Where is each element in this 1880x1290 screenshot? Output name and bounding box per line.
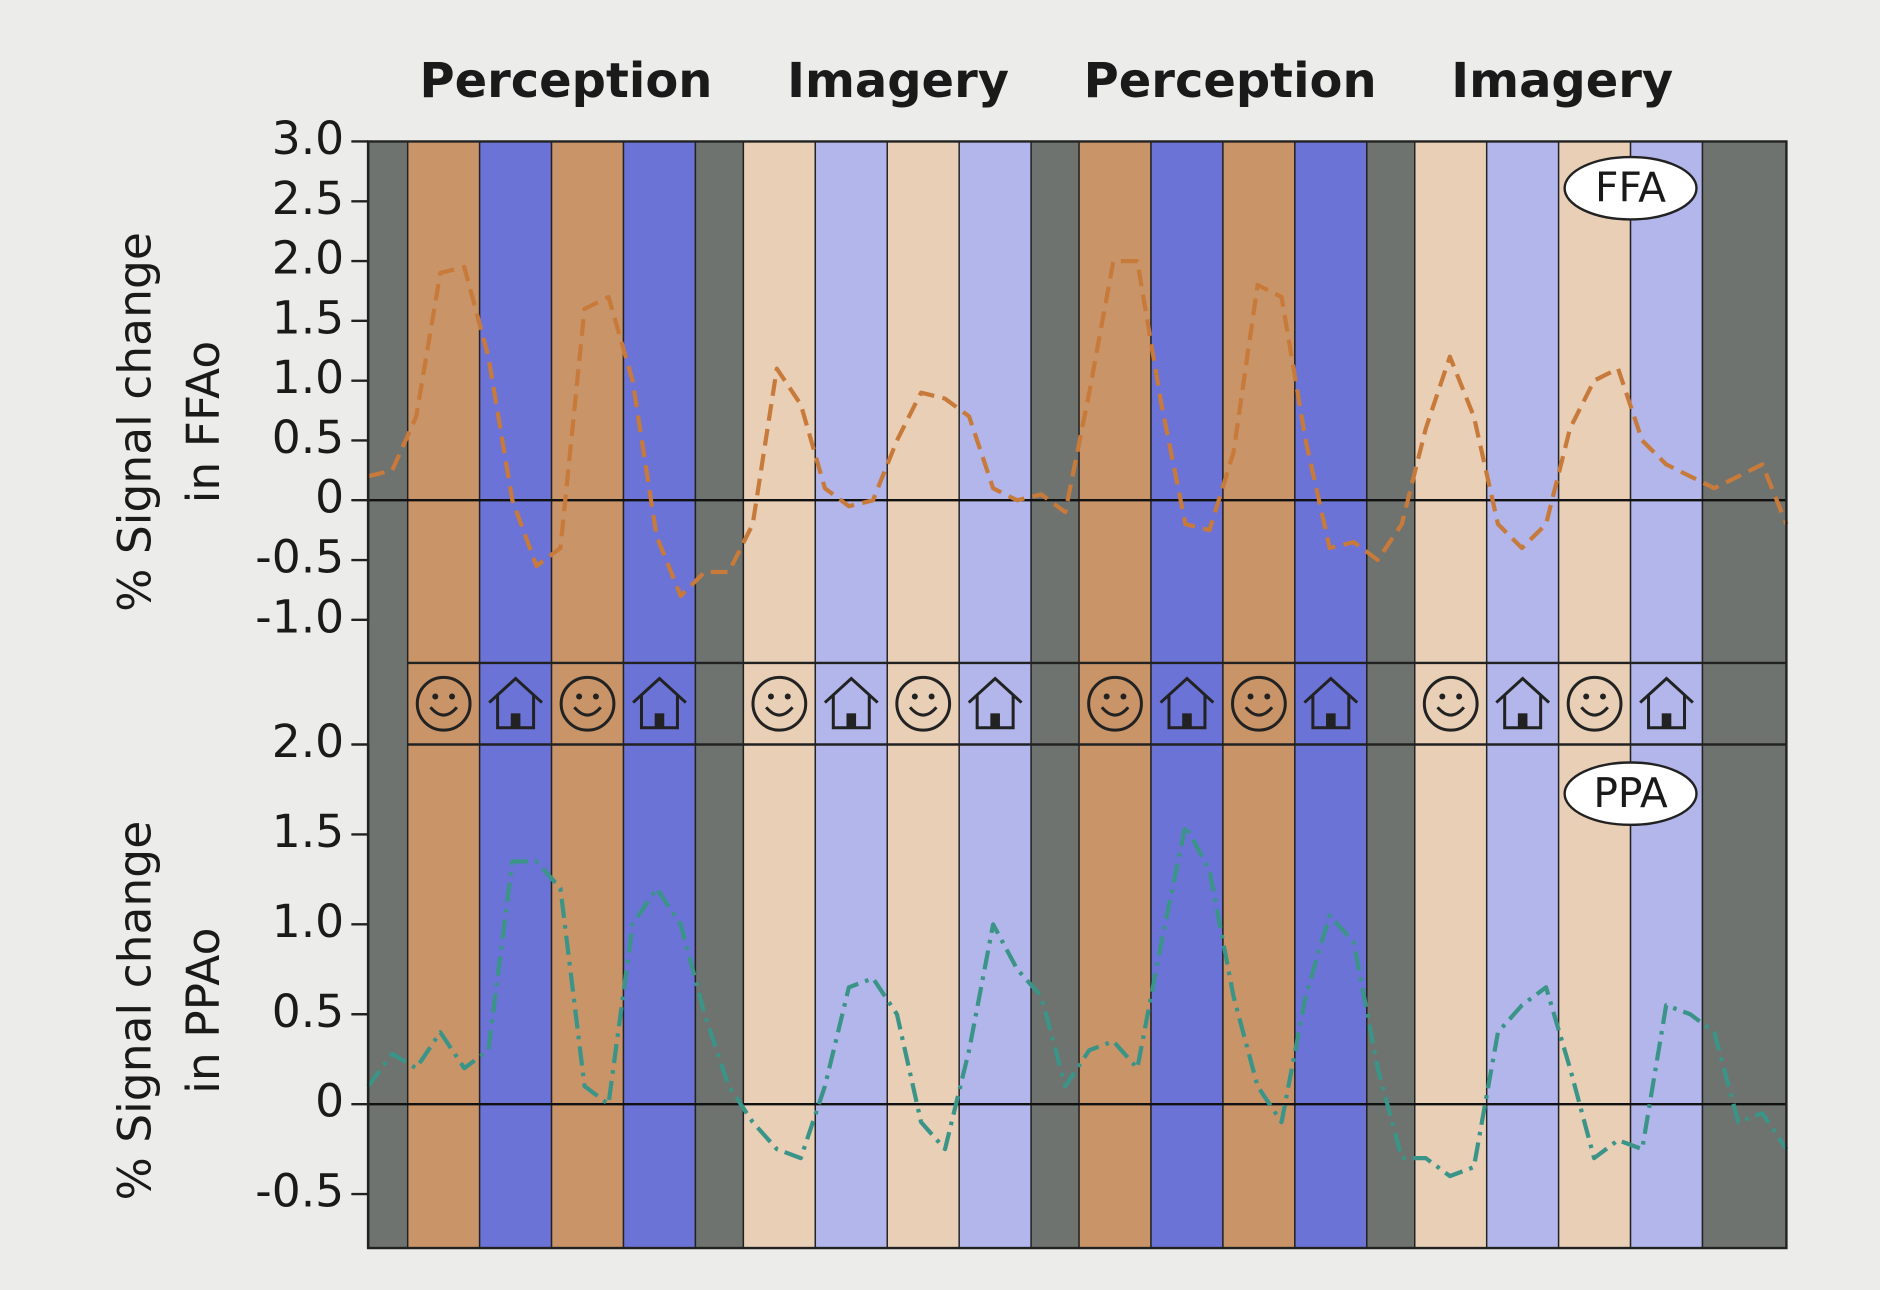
icon-strip [407, 661, 1787, 746]
face-icon-smile [573, 706, 602, 717]
band [478, 140, 553, 1249]
house-icon-door [1182, 713, 1192, 728]
face-icon-smile [429, 706, 458, 717]
house-icon-door [846, 713, 857, 728]
region-badge [1563, 155, 1698, 221]
y-tick-label: 0 [315, 1075, 344, 1128]
band [1701, 140, 1788, 1249]
face-icon-eye [1599, 693, 1606, 700]
band [1150, 140, 1224, 1249]
face-icon-eye [1439, 693, 1446, 700]
y-tick-label: -0.5 [255, 1165, 344, 1218]
plot-layer: Perception Imagery Perception Imagery 3.0 2.5… [108, 53, 1789, 1250]
phase-header: Imagery [1451, 53, 1673, 109]
phase-header: Imagery [787, 53, 1009, 109]
house-icon-door [990, 713, 1000, 728]
house-icon-door [1661, 713, 1672, 728]
y-tick-label: 2.0 [272, 715, 344, 768]
y-axis-label: % Signal change [108, 232, 161, 612]
face-icon-eye [1456, 693, 1463, 700]
face-icon [1566, 675, 1623, 732]
face-icon-eye [928, 693, 935, 700]
y-tick-label: 1.5 [272, 291, 344, 344]
band [1030, 140, 1080, 1249]
y-tick-label: 1.0 [272, 351, 344, 404]
face-icon-eye [1247, 693, 1254, 700]
face-icon-eye [1120, 693, 1127, 700]
y-tick-label: -0.5 [255, 531, 344, 584]
face-icon [415, 675, 472, 732]
face-icon-eye [784, 693, 791, 700]
face-icon-eye [767, 693, 774, 700]
y-tick-label: 1.0 [272, 895, 344, 948]
band [814, 140, 888, 1249]
y-tick-label: 2.0 [272, 232, 344, 285]
face-icon-eye [432, 693, 439, 700]
face-icon-smile [765, 706, 794, 717]
y-tick-label: 2.5 [272, 172, 344, 225]
band [367, 140, 409, 1249]
face-icon-eye [911, 693, 918, 700]
face-icon-smile [1436, 706, 1466, 717]
house-icon-door [1517, 713, 1528, 728]
y-tick-label: 0 [315, 471, 344, 524]
y-tick-label: 0.5 [272, 985, 344, 1038]
signal-line [366, 823, 1789, 1179]
band [1366, 140, 1416, 1249]
face-icon-eye [1103, 693, 1110, 700]
face-icon-eye [1583, 693, 1590, 700]
face-icon-smile [1244, 706, 1274, 717]
region-label: PPA [1593, 769, 1668, 817]
y-tick-label: 3.0 [272, 112, 344, 165]
house-icon-door [1326, 713, 1336, 728]
face-icon-smile [908, 706, 938, 717]
house-icon-door [510, 713, 521, 728]
phase-header: Perception [1084, 53, 1377, 109]
face-icon-smile [1580, 706, 1609, 717]
y-axis-label: in FFAo [177, 341, 230, 503]
plot-frame [366, 140, 1788, 1250]
face-icon [559, 675, 616, 732]
face-icon-eye [592, 693, 599, 700]
face-icon [895, 675, 952, 732]
region-badge [1563, 761, 1698, 827]
y-axis-label: % Signal change [108, 821, 161, 1201]
y-tick-label: 0.5 [272, 411, 344, 464]
face-icon [1087, 675, 1143, 732]
house-icon-door [654, 713, 665, 728]
band [1629, 140, 1704, 1249]
band [1294, 140, 1368, 1249]
band [694, 140, 745, 1249]
face-icon-eye [576, 693, 583, 700]
face-icon [1422, 675, 1479, 732]
face-icon-smile [1100, 706, 1130, 717]
y-tick-label: 1.5 [272, 805, 344, 858]
face-icon [1231, 675, 1287, 732]
band [1485, 140, 1560, 1249]
region-label: FFA [1595, 164, 1666, 212]
signal-line [367, 259, 1789, 599]
phase-header: Perception [419, 53, 712, 109]
band [622, 140, 697, 1249]
y-tick-label: -1.0 [255, 590, 344, 643]
face-icon [751, 675, 808, 732]
y-axis-label: in PPAo [177, 928, 230, 1094]
face-icon-eye [449, 693, 456, 700]
band [958, 140, 1032, 1249]
face-icon-eye [1264, 693, 1271, 700]
